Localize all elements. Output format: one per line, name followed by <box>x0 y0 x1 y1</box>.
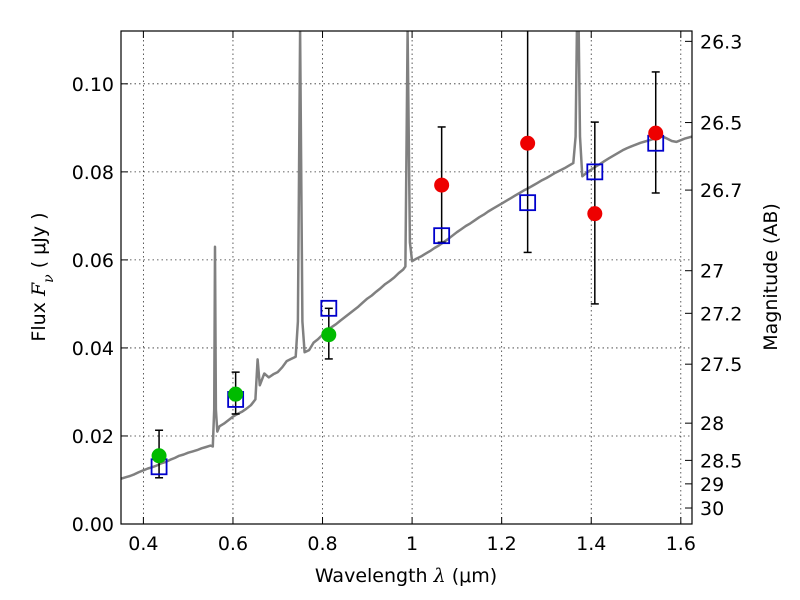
detection-point <box>151 448 167 464</box>
model-photometry-square <box>433 227 451 245</box>
observed-photometry-layer <box>151 125 664 464</box>
model-spectrum-line <box>121 31 692 480</box>
x-tick-label: 1.6 <box>666 533 696 555</box>
y-tick-label: 0.06 <box>72 250 114 272</box>
model-photometry-square <box>586 163 604 181</box>
red-data-point <box>434 177 450 193</box>
magnitude-tick-label: 27.5 <box>700 354 742 376</box>
axis-ticks <box>121 31 692 525</box>
x-tick-label: 0.6 <box>218 533 248 555</box>
y-tick-label: 0.00 <box>72 514 114 536</box>
model-spectrum-layer <box>121 31 692 480</box>
y-tick-label: 0.10 <box>72 74 114 96</box>
x-tick-label: 0.8 <box>307 533 337 555</box>
y-tick-label: 0.04 <box>72 338 114 360</box>
magnitude-tick-label: 30 <box>700 498 724 520</box>
y-axis-title: Flux Fν ( μJy ) <box>28 212 57 341</box>
tick-labels: 0.4 0.6 0.8 1 1.2 1.4 1.6 0.00 0.02 0.04 0.06 0.08 0… <box>72 31 743 555</box>
red-data-point <box>587 206 603 222</box>
detection-point <box>321 327 337 343</box>
detection-point <box>228 386 244 402</box>
red-data-point <box>648 125 664 141</box>
magnitude-tick-label: 26.5 <box>700 113 742 135</box>
magnitude-tick-label: 29 <box>700 474 724 496</box>
x-tick-label: 1.4 <box>576 533 606 555</box>
model-photometry-square <box>519 194 537 212</box>
magnitude-tick-label: 26.7 <box>700 180 742 202</box>
y-tick-label: 0.08 <box>72 162 114 184</box>
x-tick-label: 1.2 <box>487 533 517 555</box>
plot-frame <box>120 30 693 525</box>
magnitude-tick-label: 28.5 <box>700 450 742 472</box>
x-tick-label: 1 <box>406 533 418 555</box>
magnitude-tick-label: 26.3 <box>700 31 742 53</box>
x-axis-title: Wavelength λ (μm) <box>315 565 497 587</box>
magnitude-tick-label: 27 <box>700 261 724 283</box>
red-data-point <box>520 135 536 151</box>
model-photometry-layer <box>150 134 665 476</box>
magnitude-tick-label: 27.2 <box>700 303 742 325</box>
magnitude-axis-title: Magnitude (AB) <box>760 203 782 351</box>
model-photometry-square <box>320 299 338 317</box>
x-tick-label: 0.4 <box>128 533 158 555</box>
y-tick-label: 0.02 <box>72 426 114 448</box>
magnitude-tick-label: 28 <box>700 413 724 435</box>
